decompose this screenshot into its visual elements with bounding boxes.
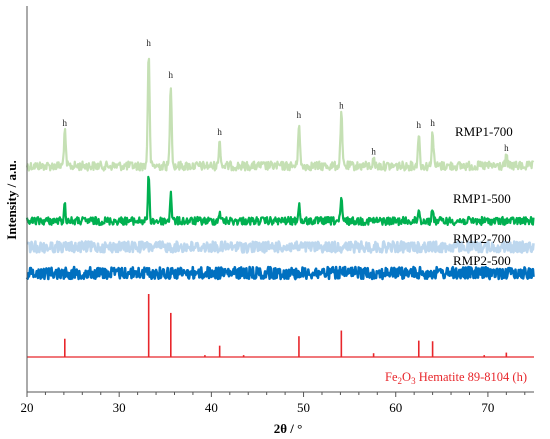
reference-layer [27,294,534,358]
x-tick-label: 50 [297,400,310,415]
x-tick-label: 70 [481,400,494,415]
axes-layer [26,6,534,397]
series-label: RMP1-700 [455,124,513,139]
series-line-rmp2-500 [25,265,535,281]
y-axis-label: Intensity / a.u. [4,160,19,239]
peak-marker: h [146,38,151,48]
peak-marker: h [339,101,344,111]
series-line-rmp1-700 [25,57,535,172]
series-layer [25,57,535,281]
series-label: RMP2-500 [453,253,511,268]
series-line-rmp1-500 [25,175,535,227]
peak-marker: h [217,127,222,137]
x-tick-label: 20 [21,400,34,415]
x-tick-label: 30 [113,400,126,415]
x-tick-label: 40 [205,400,218,415]
series-line-rmp2-700 [26,240,535,254]
peak-marker: h [430,118,435,128]
peak-marker: h [297,110,302,120]
peak-marker: h [63,118,68,128]
peak-marker: h [169,70,174,80]
peak-marker: h [371,146,376,156]
series-label: RMP2-700 [453,231,511,246]
reference-label: Fe2O3 Hematite 89-8104 (h) [385,370,527,386]
peak-marker: h [504,143,509,153]
x-axis-label: 2θ / ° [274,421,303,436]
series-label: RMP1-500 [453,191,511,206]
peak-marker: h [417,120,422,130]
x-tick-label: 60 [389,400,402,415]
